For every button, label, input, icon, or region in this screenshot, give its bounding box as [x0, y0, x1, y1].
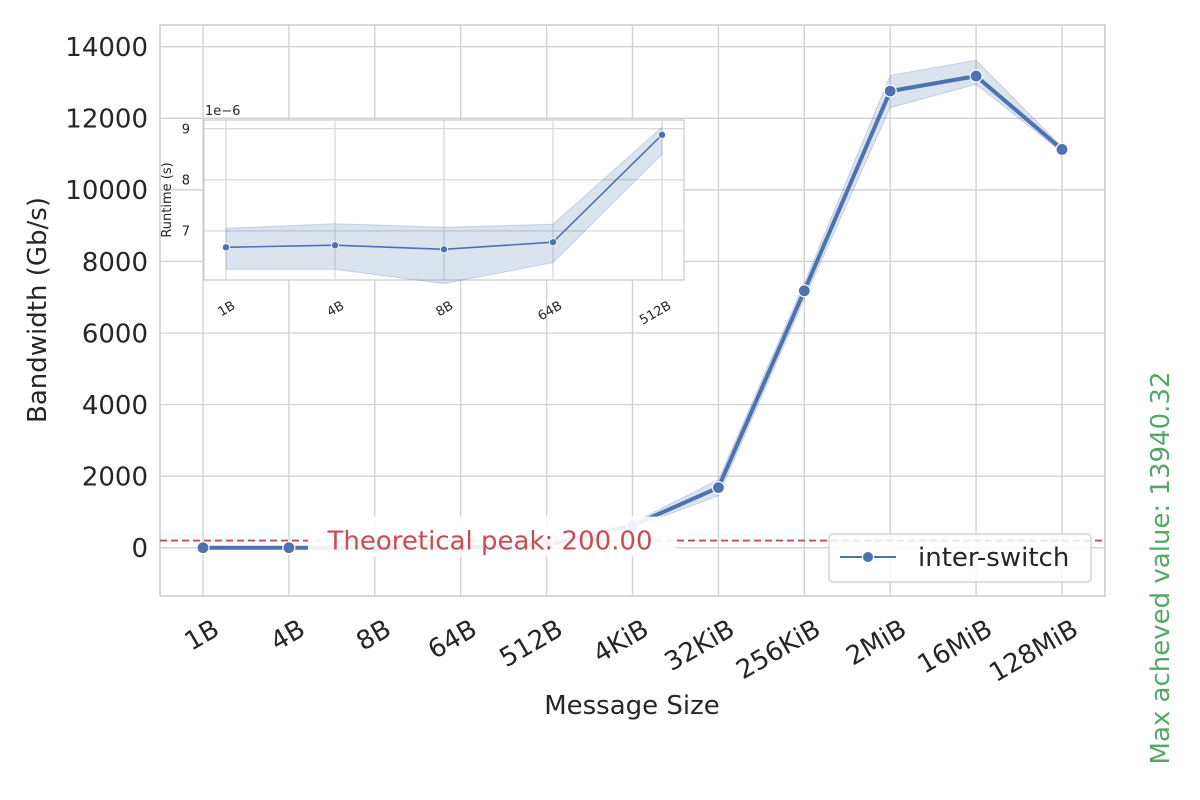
main-xtick-label-64B: 64B	[423, 614, 482, 665]
main-ytick-label-10000: 10000	[65, 176, 148, 206]
max-achieved-value-label: Max acheved value: 13940.32	[1146, 372, 1176, 765]
main-xtick-label-2MiB: 2MiB	[841, 614, 911, 672]
main-xtick-label-4B: 4B	[266, 614, 311, 657]
legend-marker	[862, 551, 874, 563]
inset-xtick-label-1B: 1B	[216, 298, 238, 320]
inset-point-64B	[549, 238, 558, 247]
theoretical-peak-group: Theoretical peak: 200.00	[160, 516, 1105, 557]
main-ytick-label-8000: 8000	[82, 248, 148, 278]
inset-ytick-label-9: 9	[182, 122, 190, 137]
legend-box	[828, 533, 1092, 583]
inset-series-markers	[221, 130, 667, 254]
main-xtick-label-4KiB: 4KiB	[588, 614, 654, 669]
main-point-1B	[196, 541, 210, 555]
inset-ytick-label-8: 8	[182, 173, 190, 188]
inset-xtick-label-8B: 8B	[434, 298, 456, 320]
main-point-256KiB	[797, 284, 811, 298]
main-point-32KiB	[711, 481, 726, 495]
main-ytick-label-0: 0	[131, 534, 148, 564]
main-point-4B	[282, 541, 296, 555]
inset-point-4B	[330, 241, 339, 250]
main-ytick-label-12000: 12000	[65, 105, 148, 135]
inset-ytick-label-7: 7	[182, 225, 190, 240]
inset-y-axis-label: Runtime (s)	[160, 162, 175, 237]
main-xtick-label-32KiB: 32KiB	[660, 614, 740, 678]
main-xtick-label-16MiB: 16MiB	[913, 614, 998, 680]
legend-label: inter-switch	[918, 543, 1069, 573]
main-ytick-label-14000: 14000	[65, 33, 148, 63]
legend: inter-switch	[828, 533, 1092, 583]
main-xtick-label-128MiB: 128MiB	[984, 614, 1083, 689]
theoretical-peak-label: Theoretical peak: 200.00	[327, 527, 653, 557]
main-ytick-label-6000: 6000	[82, 319, 148, 349]
y-axis-label: Bandwidth (Gb/s)	[23, 197, 53, 423]
inset-point-1B	[221, 243, 230, 252]
main-xtick-label-512B: 512B	[495, 614, 568, 674]
inset-grid	[204, 120, 684, 280]
inset-y-tick-labels: 7 8 9	[182, 122, 190, 239]
theoretical-peak-label-bg	[308, 516, 676, 557]
main-point-16MiB	[969, 69, 983, 83]
inset-point-8B	[439, 245, 448, 254]
inset-chart: 789 1B 4B 8B 64B 512B 1e−6 Runtime (s)	[160, 104, 685, 328]
inset-offset-text: 1e−6	[205, 104, 240, 119]
main-point-2MiB	[883, 84, 897, 98]
x-axis-label: Message Size	[544, 691, 720, 721]
main-grid	[160, 25, 1105, 596]
main-xtick-label-1B: 1B	[180, 614, 225, 657]
main-ytick-label-2000: 2000	[82, 463, 148, 493]
main-xtick-label-8B: 8B	[352, 614, 397, 657]
main-point-128MiB	[1055, 142, 1069, 157]
main-ytick-label-4000: 4000	[82, 391, 148, 421]
inset-point-512B	[658, 130, 667, 139]
main-y-tick-labels: 0 2000 4000 6000 8000 10000 12000 14000	[65, 33, 148, 564]
inset-xtick-label-4B: 4B	[325, 298, 347, 320]
main-xtick-label-256KiB: 256KiB	[731, 614, 825, 686]
